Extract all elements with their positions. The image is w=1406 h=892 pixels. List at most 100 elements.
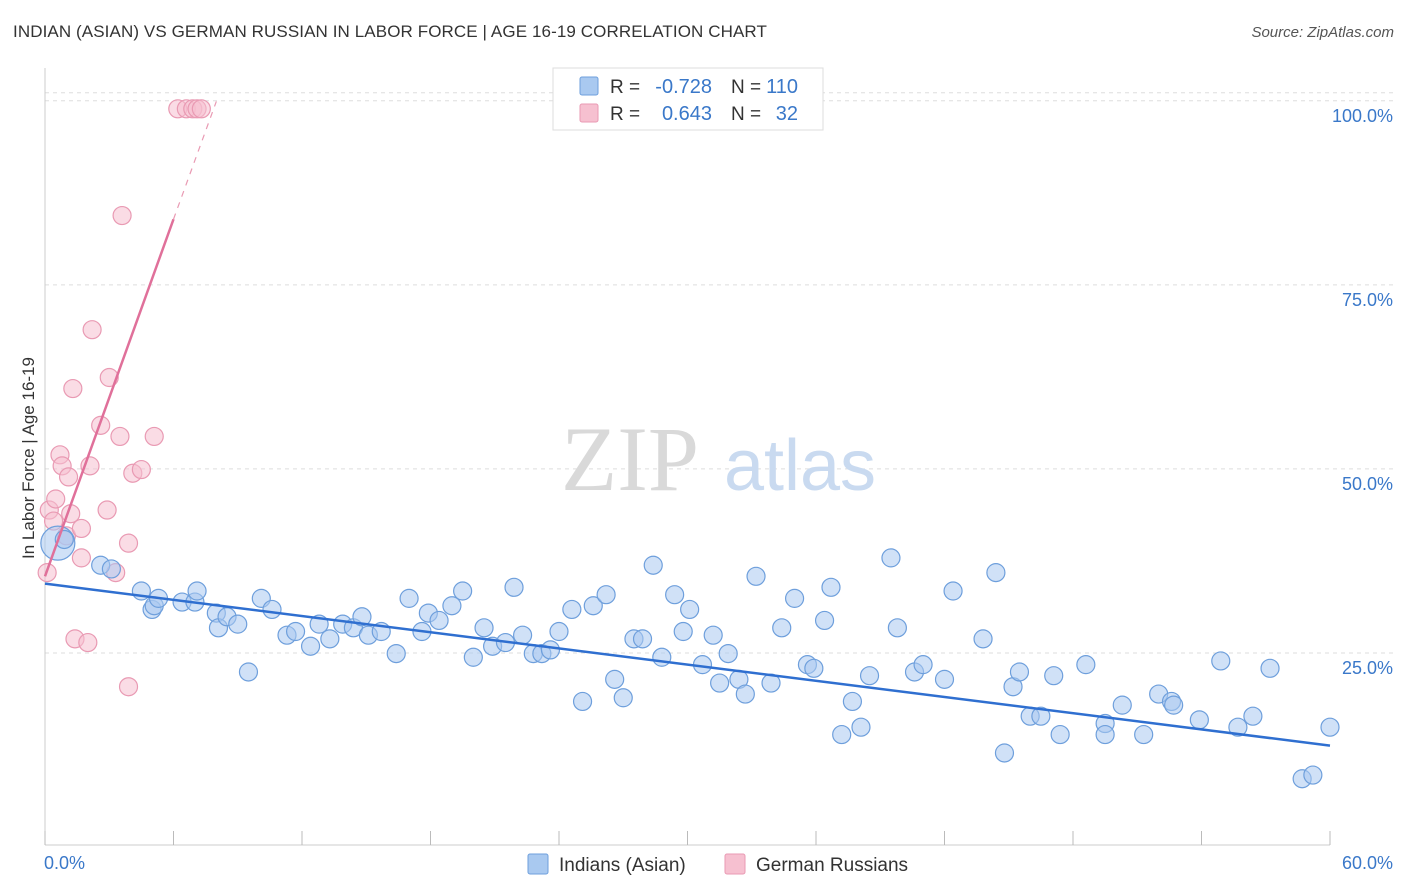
indians-asian-point	[352, 607, 372, 627]
german-russians-point	[82, 320, 102, 340]
german-russians-point	[112, 205, 132, 226]
indians-asian-point	[710, 673, 730, 693]
german-russians-point	[97, 500, 117, 520]
trend-line-german-russians-extension	[172, 101, 217, 220]
indians-asian-point	[934, 669, 955, 689]
indians-asian-point	[562, 599, 582, 620]
german-russians-point	[63, 378, 83, 399]
trend-lines	[43, 101, 1331, 747]
indians-asian-point	[943, 581, 963, 601]
indians-asian-point	[718, 643, 738, 664]
indians-asian-point	[613, 688, 633, 708]
indians-asian-point	[463, 647, 483, 667]
stats-legend-swatch-blue	[579, 76, 599, 96]
stats-n-value-2: 32	[776, 103, 798, 125]
german-russians-point	[118, 533, 139, 553]
indians-asian-point	[572, 691, 593, 712]
y-tick-label: 100.0%	[1332, 106, 1393, 126]
indians-asian-point	[262, 599, 282, 620]
indians-asian-point	[605, 669, 625, 689]
legend-label-indians-asian: Indians (Asian)	[559, 855, 686, 876]
indians-asian-point	[804, 658, 824, 678]
indians-asian-points	[40, 525, 1340, 789]
indians-asian-point	[386, 643, 406, 664]
indians-asian-point	[814, 610, 835, 631]
indians-asian-point	[913, 655, 933, 675]
source-label: Source: ZipAtlas.com	[1251, 24, 1394, 41]
y-axis-label: In Labor Force | Age 16-19	[19, 357, 38, 559]
legend-swatch-german-russians	[724, 853, 746, 875]
german-russians-point	[110, 426, 130, 447]
stats-r-label-1: R =	[610, 77, 640, 98]
y-tick-label: 50.0%	[1342, 474, 1393, 494]
y-tick-label: 75.0%	[1342, 290, 1393, 310]
indians-asian-point	[429, 610, 449, 631]
indians-asian-point	[1320, 717, 1340, 737]
indians-asian-point	[973, 629, 993, 649]
indians-asian-point	[442, 596, 462, 616]
indians-asian-point	[735, 684, 755, 704]
indians-asian-point	[673, 621, 693, 642]
german-russians-point	[191, 99, 211, 119]
german-russians-point	[91, 415, 111, 435]
chart-title: INDIAN (ASIAN) VS GERMAN RUSSIAN IN LABO…	[13, 22, 767, 41]
indians-asian-point	[1134, 724, 1154, 745]
indians-asian-point	[1076, 655, 1096, 675]
german-russians-point	[58, 467, 79, 487]
legend-swatch-indians-asian	[527, 853, 549, 875]
indians-asian-point	[703, 625, 723, 645]
indians-asian-point	[1211, 651, 1231, 671]
stats-n-value-1: 110	[766, 76, 798, 98]
indians-asian-point	[1260, 658, 1280, 678]
stats-legend: R = -0.728 N = 110 R = 0.643 N = 32	[552, 67, 824, 131]
indians-asian-point	[851, 717, 871, 737]
indians-asian-point	[1189, 710, 1209, 730]
indians-asian-point	[842, 691, 863, 712]
german-russians-point	[71, 548, 92, 568]
watermark-zip: ZIP	[561, 408, 699, 510]
indians-asian-point	[1243, 706, 1263, 726]
indians-asian-point	[474, 618, 494, 638]
indians-asian-point	[1044, 666, 1064, 686]
indians-asian-point	[994, 743, 1015, 763]
german-russians-point	[144, 426, 164, 447]
y-tick-label: 25.0%	[1342, 658, 1393, 678]
indians-asian-point	[238, 662, 259, 682]
indians-asian-point	[881, 548, 901, 568]
german-russians-points	[37, 99, 211, 697]
stats-r-value-2: 0.643	[662, 103, 712, 125]
trend-line-german-russians	[43, 218, 175, 577]
indians-asian-point	[1228, 717, 1248, 737]
indians-asian-point	[453, 581, 473, 601]
indians-asian-point	[540, 640, 561, 660]
indians-asian-point	[665, 585, 685, 605]
legend-label-german-russians: German Russians	[756, 855, 908, 876]
indians-asian-point	[784, 588, 805, 608]
indians-asian-point	[285, 621, 306, 642]
indians-asian-point	[320, 629, 340, 649]
german-russians-point	[131, 459, 151, 480]
indians-asian-point	[821, 577, 841, 597]
indians-asian-point	[652, 647, 672, 667]
indians-asian-point	[746, 566, 766, 586]
stats-n-label-1: N =	[731, 77, 761, 98]
stats-n-label-2: N =	[731, 104, 761, 125]
indians-asian-point	[187, 581, 207, 601]
watermark: ZIP atlas	[561, 408, 876, 510]
gridlines	[45, 92, 1393, 654]
indians-asian-point	[1009, 662, 1030, 682]
indians-asian-point	[1031, 706, 1051, 726]
x-axis-ticks	[44, 831, 1331, 845]
indians-asian-point	[859, 666, 880, 686]
x-tick-label-max: 60.0%	[1342, 853, 1393, 873]
indians-asian-point	[300, 636, 321, 656]
indians-asian-point	[399, 588, 419, 608]
indians-asian-point	[772, 618, 792, 638]
indians-asian-point	[1050, 724, 1070, 745]
german-russians-point	[78, 632, 98, 653]
bottom-legend: Indians (Asian) German Russians	[527, 853, 908, 876]
indians-asian-point	[680, 599, 700, 620]
watermark-atlas: atlas	[724, 426, 876, 506]
indians-asian-point	[1095, 724, 1115, 745]
